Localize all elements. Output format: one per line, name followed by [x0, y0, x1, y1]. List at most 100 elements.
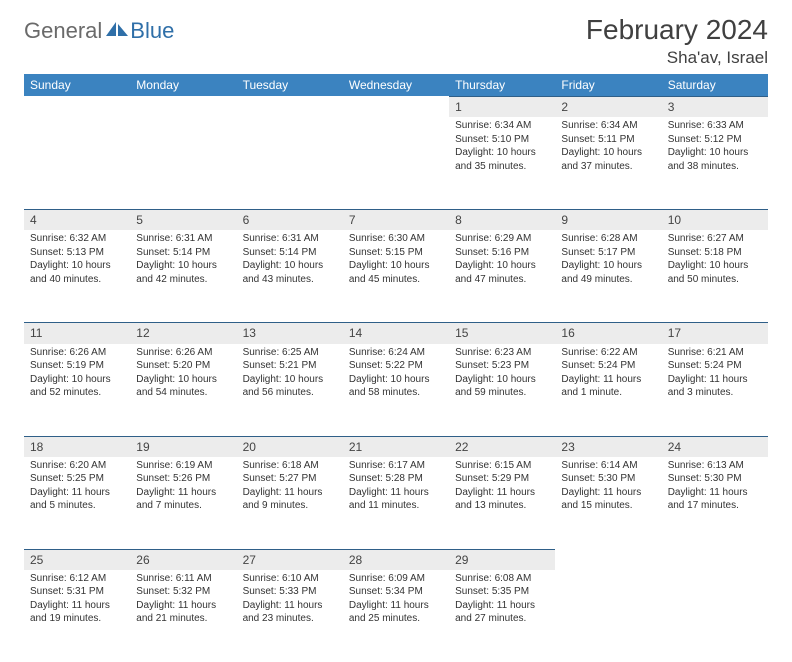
day-number: 28 [343, 549, 449, 570]
day-content-cell: Sunrise: 6:15 AMSunset: 5:29 PMDaylight:… [449, 457, 555, 549]
day-number-cell: 5 [130, 209, 236, 230]
daylight-line: Daylight: 11 hours and 9 minutes. [243, 486, 337, 513]
day-content-row: Sunrise: 6:34 AMSunset: 5:10 PMDaylight:… [24, 117, 768, 209]
day-content: Sunrise: 6:15 AMSunset: 5:29 PMDaylight:… [449, 457, 555, 519]
sunrise-line: Sunrise: 6:26 AM [136, 346, 230, 360]
sunset-line: Sunset: 5:29 PM [455, 472, 549, 486]
day-number-cell: 8 [449, 209, 555, 230]
day-number: 16 [555, 322, 661, 343]
day-content-row: Sunrise: 6:26 AMSunset: 5:19 PMDaylight:… [24, 344, 768, 436]
sunset-line: Sunset: 5:24 PM [668, 359, 762, 373]
day-number: 3 [662, 96, 768, 117]
sunset-line: Sunset: 5:18 PM [668, 246, 762, 260]
sunrise-line: Sunrise: 6:21 AM [668, 346, 762, 360]
daylight-line: Daylight: 10 hours and 45 minutes. [349, 259, 443, 286]
day-content: Sunrise: 6:19 AMSunset: 5:26 PMDaylight:… [130, 457, 236, 519]
day-content-cell: Sunrise: 6:18 AMSunset: 5:27 PMDaylight:… [237, 457, 343, 549]
daylight-line: Daylight: 11 hours and 21 minutes. [136, 599, 230, 626]
sunrise-line: Sunrise: 6:13 AM [668, 459, 762, 473]
day-number-cell: 23 [555, 436, 661, 457]
day-number-cell: 14 [343, 322, 449, 343]
sunset-line: Sunset: 5:24 PM [561, 359, 655, 373]
day-number: 24 [662, 436, 768, 457]
day-number: 18 [24, 436, 130, 457]
day-content: Sunrise: 6:26 AMSunset: 5:19 PMDaylight:… [24, 344, 130, 406]
weekday-header: Sunday [24, 74, 130, 96]
day-content-row: Sunrise: 6:20 AMSunset: 5:25 PMDaylight:… [24, 457, 768, 549]
sunset-line: Sunset: 5:35 PM [455, 585, 549, 599]
daylight-line: Daylight: 10 hours and 47 minutes. [455, 259, 549, 286]
day-number: 10 [662, 209, 768, 230]
day-content: Sunrise: 6:34 AMSunset: 5:11 PMDaylight:… [555, 117, 661, 179]
sunset-line: Sunset: 5:12 PM [668, 133, 762, 147]
day-number-cell: 3 [662, 96, 768, 117]
weekday-header: Tuesday [237, 74, 343, 96]
day-content: Sunrise: 6:34 AMSunset: 5:10 PMDaylight:… [449, 117, 555, 179]
day-number: 15 [449, 322, 555, 343]
weekday-header-row: SundayMondayTuesdayWednesdayThursdayFrid… [24, 74, 768, 96]
logo-sail-icon [106, 20, 128, 43]
day-number: 13 [237, 322, 343, 343]
day-number-cell: 7 [343, 209, 449, 230]
sunset-line: Sunset: 5:20 PM [136, 359, 230, 373]
empty-cell [343, 117, 449, 209]
day-content: Sunrise: 6:33 AMSunset: 5:12 PMDaylight:… [662, 117, 768, 179]
sunset-line: Sunset: 5:28 PM [349, 472, 443, 486]
daylight-line: Daylight: 11 hours and 13 minutes. [455, 486, 549, 513]
day-content-cell: Sunrise: 6:17 AMSunset: 5:28 PMDaylight:… [343, 457, 449, 549]
day-content: Sunrise: 6:12 AMSunset: 5:31 PMDaylight:… [24, 570, 130, 632]
day-content-cell: Sunrise: 6:25 AMSunset: 5:21 PMDaylight:… [237, 344, 343, 436]
daylight-line: Daylight: 10 hours and 40 minutes. [30, 259, 124, 286]
day-content: Sunrise: 6:28 AMSunset: 5:17 PMDaylight:… [555, 230, 661, 292]
day-content-cell: Sunrise: 6:19 AMSunset: 5:26 PMDaylight:… [130, 457, 236, 549]
sunset-line: Sunset: 5:15 PM [349, 246, 443, 260]
day-number: 26 [130, 549, 236, 570]
day-number-cell: 21 [343, 436, 449, 457]
day-content-row: Sunrise: 6:32 AMSunset: 5:13 PMDaylight:… [24, 230, 768, 322]
logo: General Blue [24, 18, 174, 44]
sunrise-line: Sunrise: 6:31 AM [136, 232, 230, 246]
day-content: Sunrise: 6:32 AMSunset: 5:13 PMDaylight:… [24, 230, 130, 292]
day-number-cell: 20 [237, 436, 343, 457]
day-number-row: 18192021222324 [24, 436, 768, 457]
daylight-line: Daylight: 11 hours and 3 minutes. [668, 373, 762, 400]
sunrise-line: Sunrise: 6:15 AM [455, 459, 549, 473]
empty-cell [24, 96, 130, 117]
daylight-line: Daylight: 10 hours and 59 minutes. [455, 373, 549, 400]
day-number-cell: 9 [555, 209, 661, 230]
daylight-line: Daylight: 11 hours and 1 minute. [561, 373, 655, 400]
day-number: 14 [343, 322, 449, 343]
day-content-cell: Sunrise: 6:27 AMSunset: 5:18 PMDaylight:… [662, 230, 768, 322]
sunrise-line: Sunrise: 6:34 AM [561, 119, 655, 133]
sunset-line: Sunset: 5:33 PM [243, 585, 337, 599]
empty-cell [555, 549, 661, 570]
sunset-line: Sunset: 5:30 PM [668, 472, 762, 486]
location: Sha'av, Israel [586, 48, 768, 68]
empty-cell [237, 96, 343, 117]
day-number: 11 [24, 322, 130, 343]
sunrise-line: Sunrise: 6:24 AM [349, 346, 443, 360]
day-number-row: 2526272829 [24, 549, 768, 570]
day-content-cell: Sunrise: 6:26 AMSunset: 5:19 PMDaylight:… [24, 344, 130, 436]
day-number-cell: 17 [662, 322, 768, 343]
day-content-cell: Sunrise: 6:21 AMSunset: 5:24 PMDaylight:… [662, 344, 768, 436]
daylight-line: Daylight: 11 hours and 11 minutes. [349, 486, 443, 513]
daylight-line: Daylight: 10 hours and 49 minutes. [561, 259, 655, 286]
empty-cell [130, 117, 236, 209]
daylight-line: Daylight: 11 hours and 5 minutes. [30, 486, 124, 513]
day-number-cell: 1 [449, 96, 555, 117]
daylight-line: Daylight: 11 hours and 27 minutes. [455, 599, 549, 626]
day-content: Sunrise: 6:30 AMSunset: 5:15 PMDaylight:… [343, 230, 449, 292]
day-content-cell: Sunrise: 6:12 AMSunset: 5:31 PMDaylight:… [24, 570, 130, 662]
weekday-header: Thursday [449, 74, 555, 96]
sunrise-line: Sunrise: 6:22 AM [561, 346, 655, 360]
weekday-header: Friday [555, 74, 661, 96]
sunset-line: Sunset: 5:23 PM [455, 359, 549, 373]
day-content-cell: Sunrise: 6:08 AMSunset: 5:35 PMDaylight:… [449, 570, 555, 662]
sunset-line: Sunset: 5:17 PM [561, 246, 655, 260]
day-content-cell: Sunrise: 6:34 AMSunset: 5:10 PMDaylight:… [449, 117, 555, 209]
daylight-line: Daylight: 10 hours and 58 minutes. [349, 373, 443, 400]
day-content: Sunrise: 6:26 AMSunset: 5:20 PMDaylight:… [130, 344, 236, 406]
calendar-body: 1 23 Sunrise: 6:34 AMSunset: 5:10 PMDaylig… [24, 96, 768, 662]
day-number: 21 [343, 436, 449, 457]
